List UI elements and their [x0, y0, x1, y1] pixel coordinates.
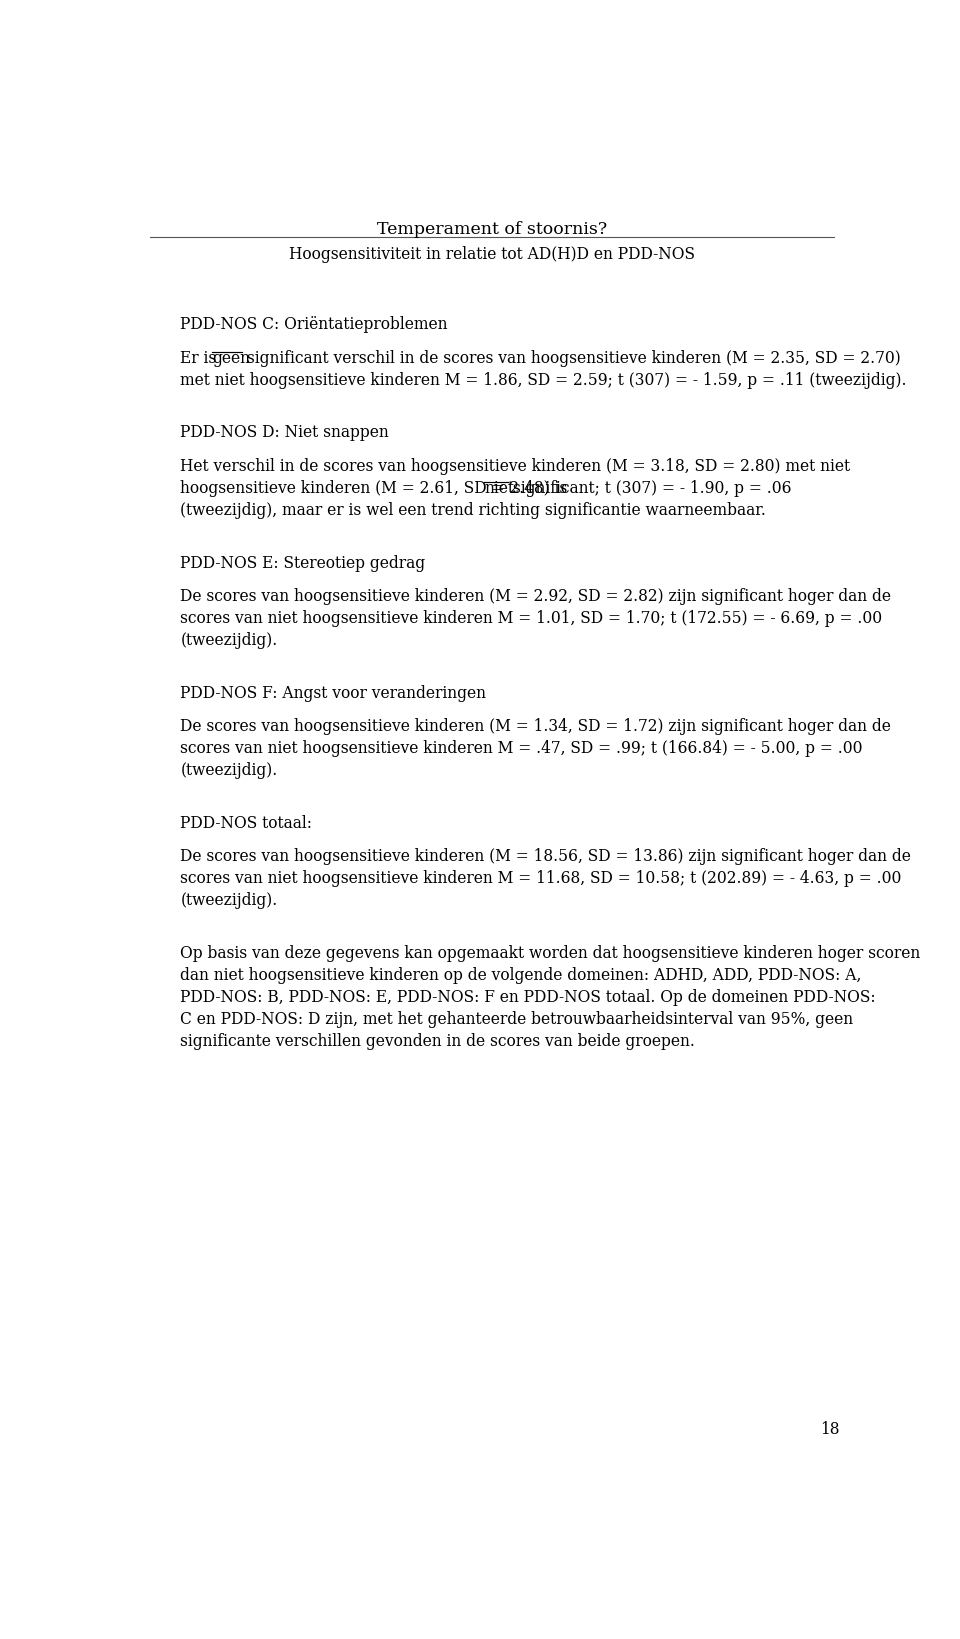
Text: PDD-NOS F: Angst voor veranderingen: PDD-NOS F: Angst voor veranderingen: [180, 685, 487, 701]
Text: (tweezijdig).: (tweezijdig).: [180, 631, 277, 649]
Text: dan niet hoogsensitieve kinderen op de volgende domeinen: ADHD, ADD, PDD-NOS: A,: dan niet hoogsensitieve kinderen op de v…: [180, 967, 862, 983]
Text: C en PDD-NOS: D zijn, met het gehanteerde betrouwbaarheidsinterval van 95%, geen: C en PDD-NOS: D zijn, met het gehanteerd…: [180, 1010, 853, 1028]
Text: 18: 18: [820, 1419, 840, 1437]
Text: geen: geen: [212, 349, 251, 367]
Text: De scores van hoogsensitieve kinderen (M = 2.92, SD = 2.82) zijn significant hog: De scores van hoogsensitieve kinderen (M…: [180, 588, 892, 605]
Text: PDD-NOS D: Niet snappen: PDD-NOS D: Niet snappen: [180, 425, 389, 441]
Text: niet: niet: [485, 480, 515, 497]
Text: Er is: Er is: [180, 349, 222, 367]
Text: significant verschil in de scores van hoogsensitieve kinderen (M = 2.35, SD = 2.: significant verschil in de scores van ho…: [242, 349, 900, 367]
Text: Het verschil in de scores van hoogsensitieve kinderen (M = 3.18, SD = 2.80) met : Het verschil in de scores van hoogsensit…: [180, 457, 851, 475]
Text: hoogsensitieve kinderen (M = 2.61, SD = 2.48) is: hoogsensitieve kinderen (M = 2.61, SD = …: [180, 480, 572, 497]
Text: PDD-NOS E: Stereotiep gedrag: PDD-NOS E: Stereotiep gedrag: [180, 554, 425, 572]
Text: Temperament of stoornis?: Temperament of stoornis?: [377, 221, 607, 238]
Text: (tweezijdig).: (tweezijdig).: [180, 762, 277, 779]
Text: scores van niet hoogsensitieve kinderen M = .47, SD = .99; t (166.84) = - 5.00, : scores van niet hoogsensitieve kinderen …: [180, 739, 863, 757]
Text: met niet hoogsensitieve kinderen M = 1.86, SD = 2.59; t (307) = - 1.59, p = .11 : met niet hoogsensitieve kinderen M = 1.8…: [180, 372, 907, 388]
Text: scores van niet hoogsensitieve kinderen M = 1.01, SD = 1.70; t (172.55) = - 6.69: scores van niet hoogsensitieve kinderen …: [180, 610, 882, 626]
Text: PDD-NOS C: Oriëntatieproblemen: PDD-NOS C: Oriëntatieproblemen: [180, 316, 448, 333]
Text: significante verschillen gevonden in de scores van beide groepen.: significante verschillen gevonden in de …: [180, 1033, 695, 1049]
Text: scores van niet hoogsensitieve kinderen M = 11.68, SD = 10.58; t (202.89) = - 4.: scores van niet hoogsensitieve kinderen …: [180, 870, 901, 887]
Text: De scores van hoogsensitieve kinderen (M = 18.56, SD = 13.86) zijn significant h: De scores van hoogsensitieve kinderen (M…: [180, 847, 911, 865]
Text: (tweezijdig), maar er is wel een trend richting significantie waarneembaar.: (tweezijdig), maar er is wel een trend r…: [180, 502, 766, 518]
Text: PDD-NOS: B, PDD-NOS: E, PDD-NOS: F en PDD-NOS totaal. Op de domeinen PDD-NOS:: PDD-NOS: B, PDD-NOS: E, PDD-NOS: F en PD…: [180, 988, 876, 1005]
Text: Op basis van deze gegevens kan opgemaakt worden dat hoogsensitieve kinderen hoge: Op basis van deze gegevens kan opgemaakt…: [180, 944, 921, 962]
Text: significant; t (307) = - 1.90, p = .06: significant; t (307) = - 1.90, p = .06: [508, 480, 791, 497]
Text: De scores van hoogsensitieve kinderen (M = 1.34, SD = 1.72) zijn significant hog: De scores van hoogsensitieve kinderen (M…: [180, 718, 891, 734]
Text: (tweezijdig).: (tweezijdig).: [180, 892, 277, 908]
Text: Hoogsensitiviteit in relatie tot AD(H)D en PDD-NOS: Hoogsensitiviteit in relatie tot AD(H)D …: [289, 246, 695, 262]
Text: PDD-NOS totaal:: PDD-NOS totaal:: [180, 815, 312, 831]
